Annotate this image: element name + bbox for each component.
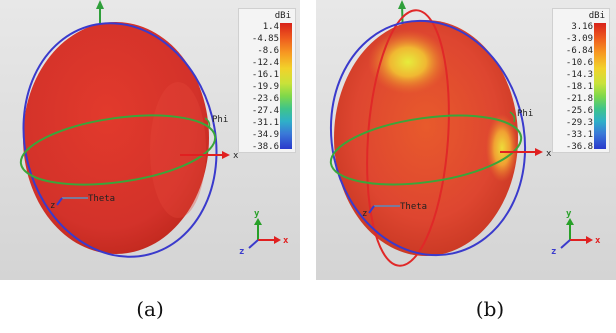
phi-label: Phi (517, 109, 533, 119)
theta-label: Theta (88, 194, 115, 204)
colorbar-tick-label: 3.16 (571, 22, 593, 32)
colorbar-tick-label: -23.6 (251, 94, 279, 104)
colorbar-a: dBi 1.4 -4.85 -8.6 -12.4 -16.1 -19.9 -23.6 -27.… (238, 8, 296, 153)
pattern-hotspot-top (368, 30, 448, 94)
pattern-hotspot-side (486, 114, 518, 182)
colorbar-tick-label: 1.4 (262, 22, 279, 32)
colorbar-tick-label: -34.9 (251, 130, 279, 140)
triad-x-arrow (586, 236, 593, 244)
triad-y-label: y (254, 209, 260, 219)
colorbar-unit: dBi (274, 11, 291, 21)
colorbar-ticks: 3.16 -3.09 -6.84 -10.6 -14.3 -18.1 -21.8 -25.6 -… (555, 22, 593, 152)
radiation-pattern-surface (23, 22, 209, 254)
colorbar-tick-label: -21.8 (565, 94, 593, 104)
colorbar-gradient (280, 23, 292, 149)
elevation-ring (366, 9, 450, 267)
colorbar-tick-label: -16.1 (251, 70, 279, 80)
phi-arrow (509, 111, 516, 123)
colorbar-b: dBi 3.16 -3.09 -6.84 -10.6 -14.3 -18.1 -21.8 -2… (552, 8, 610, 153)
theta-ring (22, 22, 218, 258)
x-axis-arrow (222, 151, 230, 159)
x-axis-label: x (233, 151, 239, 161)
z-axis-arrow (96, 0, 104, 9)
x-axis-label: x (546, 149, 552, 159)
triad-x-label: x (283, 236, 289, 246)
triad-z-axis (248, 239, 259, 249)
colorbar-tick-label: -8.6 (257, 46, 279, 56)
triad-x-label: x (595, 236, 601, 246)
colorbar-tick-label: -19.9 (251, 82, 279, 92)
triad-z-label: z (551, 247, 556, 257)
colorbar-tick-label: -27.4 (251, 106, 279, 116)
colorbar-ticks: 1.4 -4.85 -8.6 -12.4 -16.1 -19.9 -23.6 -27.4 -31… (241, 22, 279, 152)
theta-ring (329, 19, 527, 257)
triad-y-arrow (254, 218, 262, 225)
colorbar-tick-label: -10.6 (565, 58, 593, 68)
z-stub-line (368, 205, 375, 214)
colorbar-tick-label: -14.3 (565, 70, 593, 80)
colorbar-tick-label: -6.84 (565, 46, 593, 56)
triad-z-label: z (239, 247, 244, 257)
z-stub-label: z (50, 201, 55, 211)
colorbar-tick-label: -12.4 (251, 58, 279, 68)
colorbar-tick-label: -38.6 (251, 142, 279, 152)
colorbar-tick-label: -3.09 (565, 34, 593, 44)
colorbar-tick-label: -4.85 (251, 34, 279, 44)
orientation-triad: y x z (239, 209, 289, 257)
colorbar-gradient (594, 23, 606, 149)
theta-label: Theta (400, 202, 427, 212)
z-stub-line (56, 197, 63, 206)
triad-y-label: y (566, 209, 572, 219)
phi-ring (19, 114, 217, 186)
triad-z-axis (560, 239, 571, 249)
colorbar-tick-label: -33.1 (565, 130, 593, 140)
caption-a: (a) (136, 297, 164, 321)
phi-label: Phi (212, 115, 228, 125)
triad-x-arrow (274, 236, 281, 244)
colorbar-tick-label: -25.6 (565, 106, 593, 116)
z-axis-arrow (398, 0, 406, 9)
colorbar-tick-label: -29.3 (565, 118, 593, 128)
colorbar-tick-label: -18.1 (565, 82, 593, 92)
phi-arrow (204, 117, 211, 129)
colorbar-unit: dBi (588, 11, 605, 21)
caption-b: (b) (475, 297, 505, 321)
colorbar-tick-label: -31.1 (251, 118, 279, 128)
panel-a: x Phi Theta z y x z dBi 1.4 -4.85 -8.6 -12.… (0, 0, 300, 280)
colorbar-tick-label: -36.8 (565, 142, 593, 152)
z-stub-label: z (362, 209, 367, 219)
panel-b: x Phi Theta z y x z dBi 3.16 -3.09 -6.84 -1… (316, 0, 616, 280)
pattern-shading (150, 82, 206, 218)
x-axis-arrow (535, 148, 543, 156)
phi-ring (329, 114, 523, 186)
triad-y-arrow (566, 218, 574, 225)
orientation-triad: y x z (551, 209, 601, 257)
pattern-view-b: x Phi Theta z y x z (316, 0, 616, 280)
